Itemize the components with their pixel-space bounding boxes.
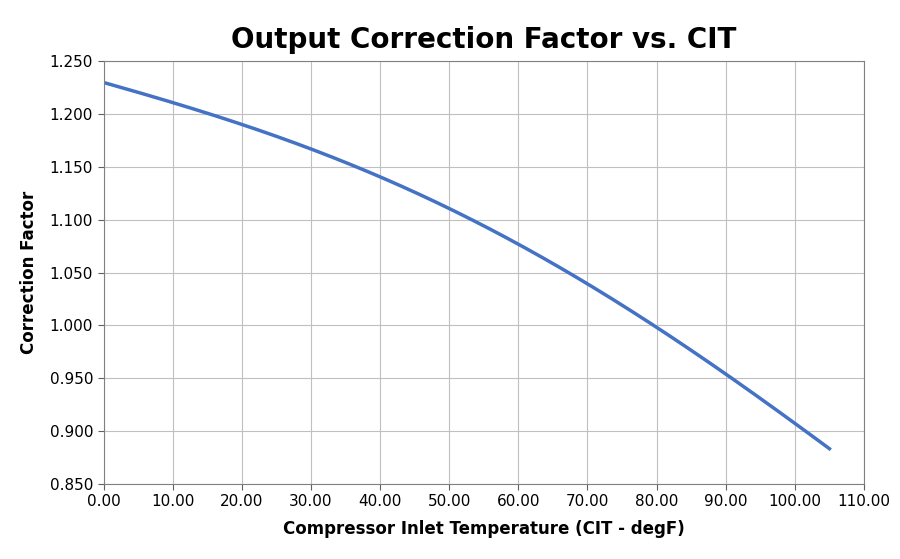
X-axis label: Compressor Inlet Temperature (CIT - degF): Compressor Inlet Temperature (CIT - degF… [283,520,685,538]
Title: Output Correction Factor vs. CIT: Output Correction Factor vs. CIT [231,26,736,54]
Y-axis label: Correction Factor: Correction Factor [21,191,39,354]
